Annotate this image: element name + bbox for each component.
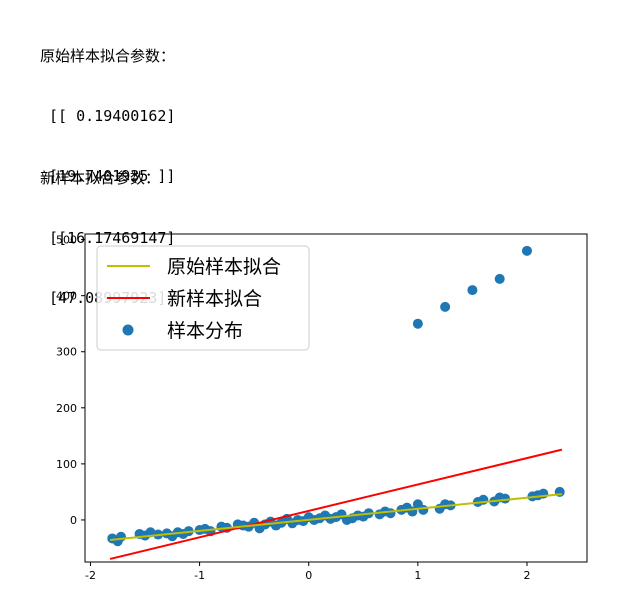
new-params-title: 新样本拟合参数： bbox=[40, 169, 161, 187]
scatter-point bbox=[418, 504, 429, 515]
x-tick-label: -1 bbox=[194, 569, 205, 582]
scatter-point bbox=[440, 301, 451, 312]
y-tick-label: 500 bbox=[56, 234, 77, 247]
new-fit-line bbox=[109, 448, 563, 560]
y-tick-label: 100 bbox=[56, 458, 77, 471]
y-tick-label: 300 bbox=[56, 346, 77, 359]
scatter-point bbox=[467, 285, 478, 296]
legend-label-samples: 样本分布 bbox=[167, 320, 243, 342]
x-tick-label: 1 bbox=[414, 569, 421, 582]
legend-label-new-fit: 新样本拟合 bbox=[167, 288, 262, 310]
scatter-point bbox=[385, 508, 396, 519]
original-fit-line bbox=[109, 493, 563, 541]
original-params-line1: [[ 0.19400162] bbox=[40, 107, 176, 125]
x-tick-label: -2 bbox=[85, 569, 96, 582]
scatter-point bbox=[412, 318, 423, 329]
scatter-point bbox=[116, 531, 127, 542]
output-block-original: 原始样本拟合参数： [[ 0.19400162] [19.7401935 ]] bbox=[40, 6, 175, 206]
scatter-point bbox=[521, 245, 532, 256]
y-tick-label: 200 bbox=[56, 402, 77, 415]
axes-frame bbox=[84, 233, 588, 563]
scatter-point bbox=[494, 273, 505, 284]
x-tick-label: 0 bbox=[305, 569, 312, 582]
plot-area bbox=[107, 245, 565, 560]
y-tick-label: 400 bbox=[56, 290, 77, 303]
original-params-line2: [19.7401935 ]] bbox=[40, 167, 176, 185]
y-tick-label: 0 bbox=[70, 514, 77, 527]
legend-label-original-fit: 原始样本拟合 bbox=[167, 256, 281, 278]
axis-ticks: -2 -1 0 1 2 0 100 200 300 400 500 bbox=[56, 234, 530, 582]
legend-box bbox=[96, 245, 310, 351]
x-tick-label: 2 bbox=[523, 569, 530, 582]
original-params-title: 原始样本拟合参数： bbox=[40, 47, 176, 65]
legend-marker-samples bbox=[122, 324, 134, 336]
